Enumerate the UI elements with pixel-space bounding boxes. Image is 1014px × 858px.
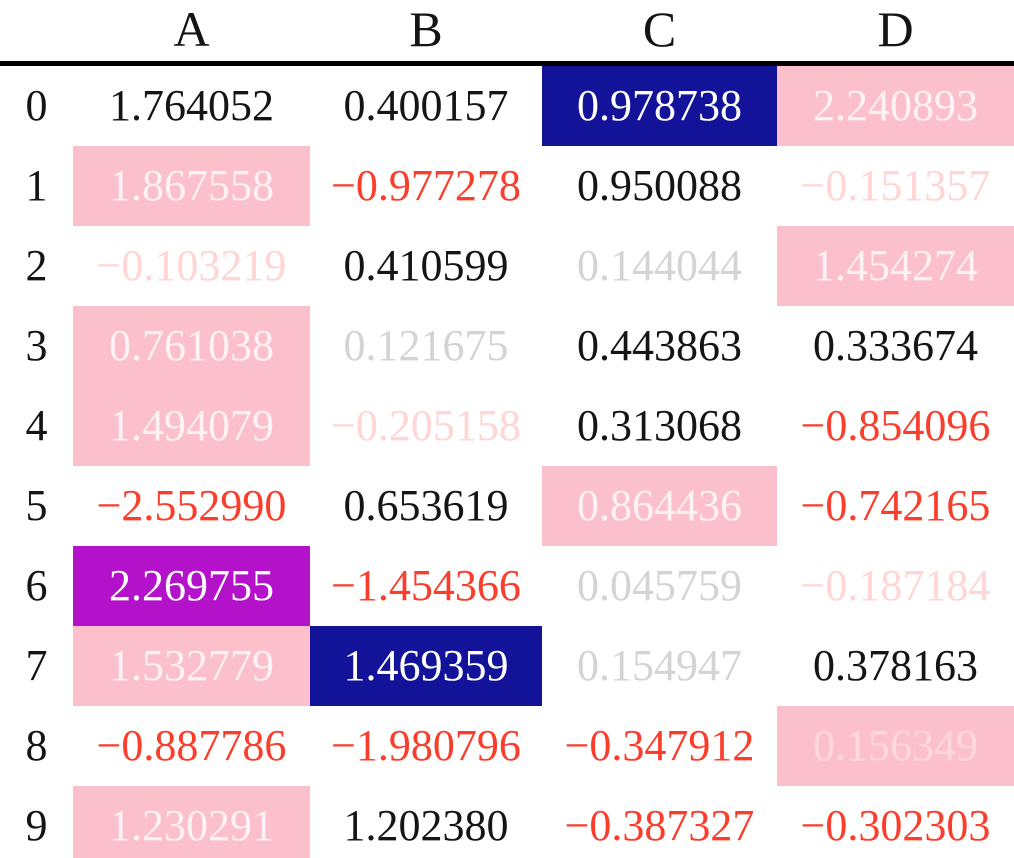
table-row: 7 1.532779 1.469359 0.154947 0.378163 <box>0 626 1014 706</box>
table-row: 1 1.867558 −0.977278 0.950088 −0.151357 <box>0 146 1014 226</box>
row-index-label: 5 <box>25 481 48 530</box>
table-cell: −0.887786 <box>96 721 287 770</box>
table-cell: −0.205158 <box>331 401 521 450</box>
table-cell: 0.410599 <box>343 241 509 290</box>
row-index-label: 3 <box>25 321 48 370</box>
table-row: 3 0.761038 0.121675 0.443863 0.333674 <box>0 306 1014 386</box>
table-cell: 1.202380 <box>343 801 509 850</box>
table-cell: 0.378163 <box>813 641 978 690</box>
row-index-label: 8 <box>25 721 48 770</box>
table-cell: −1.454366 <box>331 561 521 610</box>
table-cell: 0.144044 <box>577 241 742 290</box>
table-row: 9 1.230291 1.202380 −0.387327 −0.302303 <box>0 786 1014 858</box>
column-header-b: B <box>310 0 542 66</box>
table-row: 8 −0.887786 −1.980796 −0.347912 0.156349 <box>0 706 1014 786</box>
table-cell: 1.230291 <box>73 786 310 858</box>
table-cell: 1.494079 <box>73 386 310 466</box>
table-row: 5 −2.552990 0.653619 0.864436 −0.742165 <box>0 466 1014 546</box>
table-cell: −0.854096 <box>800 401 991 450</box>
table-cell: 1.764052 <box>109 81 274 130</box>
index-header <box>0 0 73 66</box>
column-header-a: A <box>73 0 310 66</box>
table-cell: 2.240893 <box>777 63 1014 146</box>
table-cell: −0.151357 <box>800 161 991 210</box>
table-row: 6 2.269755 −1.454366 0.045759 −0.187184 <box>0 546 1014 626</box>
table-row: 0 1.764052 0.400157 0.978738 2.240893 <box>0 63 1014 146</box>
row-index-label: 7 <box>25 641 48 690</box>
table-cell: 0.950088 <box>577 161 742 210</box>
row-index-label: 6 <box>25 561 48 610</box>
table-cell: 0.443863 <box>577 321 742 370</box>
table-cell: −0.187184 <box>800 561 991 610</box>
row-index-label: 0 <box>25 81 48 130</box>
table-cell: 0.653619 <box>343 481 509 530</box>
table-cell: 1.469359 <box>310 626 542 706</box>
table-cell: 0.978738 <box>542 63 777 146</box>
table-cell: 0.400157 <box>343 81 509 130</box>
column-header-c: C <box>542 0 777 66</box>
table-cell: 0.156349 <box>777 706 1014 786</box>
table-cell: 2.269755 <box>73 546 310 626</box>
row-index-label: 2 <box>25 241 48 290</box>
table-cell: 1.867558 <box>73 146 310 226</box>
table-body: 0 1.764052 0.400157 0.978738 2.240893 1 1.8675… <box>0 63 1014 858</box>
table-cell: 1.454274 <box>777 226 1014 306</box>
table-cell: −0.742165 <box>800 481 991 530</box>
row-index-label: 4 <box>25 401 48 450</box>
table-cell: 0.864436 <box>542 466 777 546</box>
table-cell: 1.532779 <box>73 626 310 706</box>
table-cell: −0.387327 <box>564 801 755 850</box>
table-row: 4 1.494079 −0.205158 0.313068 −0.854096 <box>0 386 1014 466</box>
table-cell: −0.302303 <box>800 801 991 850</box>
table-cell: 0.154947 <box>577 641 742 690</box>
row-index-label: 1 <box>25 161 48 210</box>
table-cell: 0.333674 <box>813 321 978 370</box>
row-index-label: 9 <box>25 801 48 850</box>
table-header: A B C D <box>0 0 1014 66</box>
table-cell: −1.980796 <box>331 721 521 770</box>
header-row: A B C D <box>0 0 1014 66</box>
table-row: 2 −0.103219 0.410599 0.144044 1.454274 <box>0 226 1014 306</box>
table-cell: 0.761038 <box>73 306 310 386</box>
column-header-d: D <box>777 0 1014 66</box>
table-cell: −0.977278 <box>331 161 521 210</box>
table-cell: −0.347912 <box>564 721 755 770</box>
table-cell: −2.552990 <box>96 481 287 530</box>
table-cell: 0.313068 <box>577 401 742 450</box>
table-cell: 0.045759 <box>577 561 742 610</box>
table-cell: 0.121675 <box>343 321 509 370</box>
table-cell: −0.103219 <box>96 241 287 290</box>
